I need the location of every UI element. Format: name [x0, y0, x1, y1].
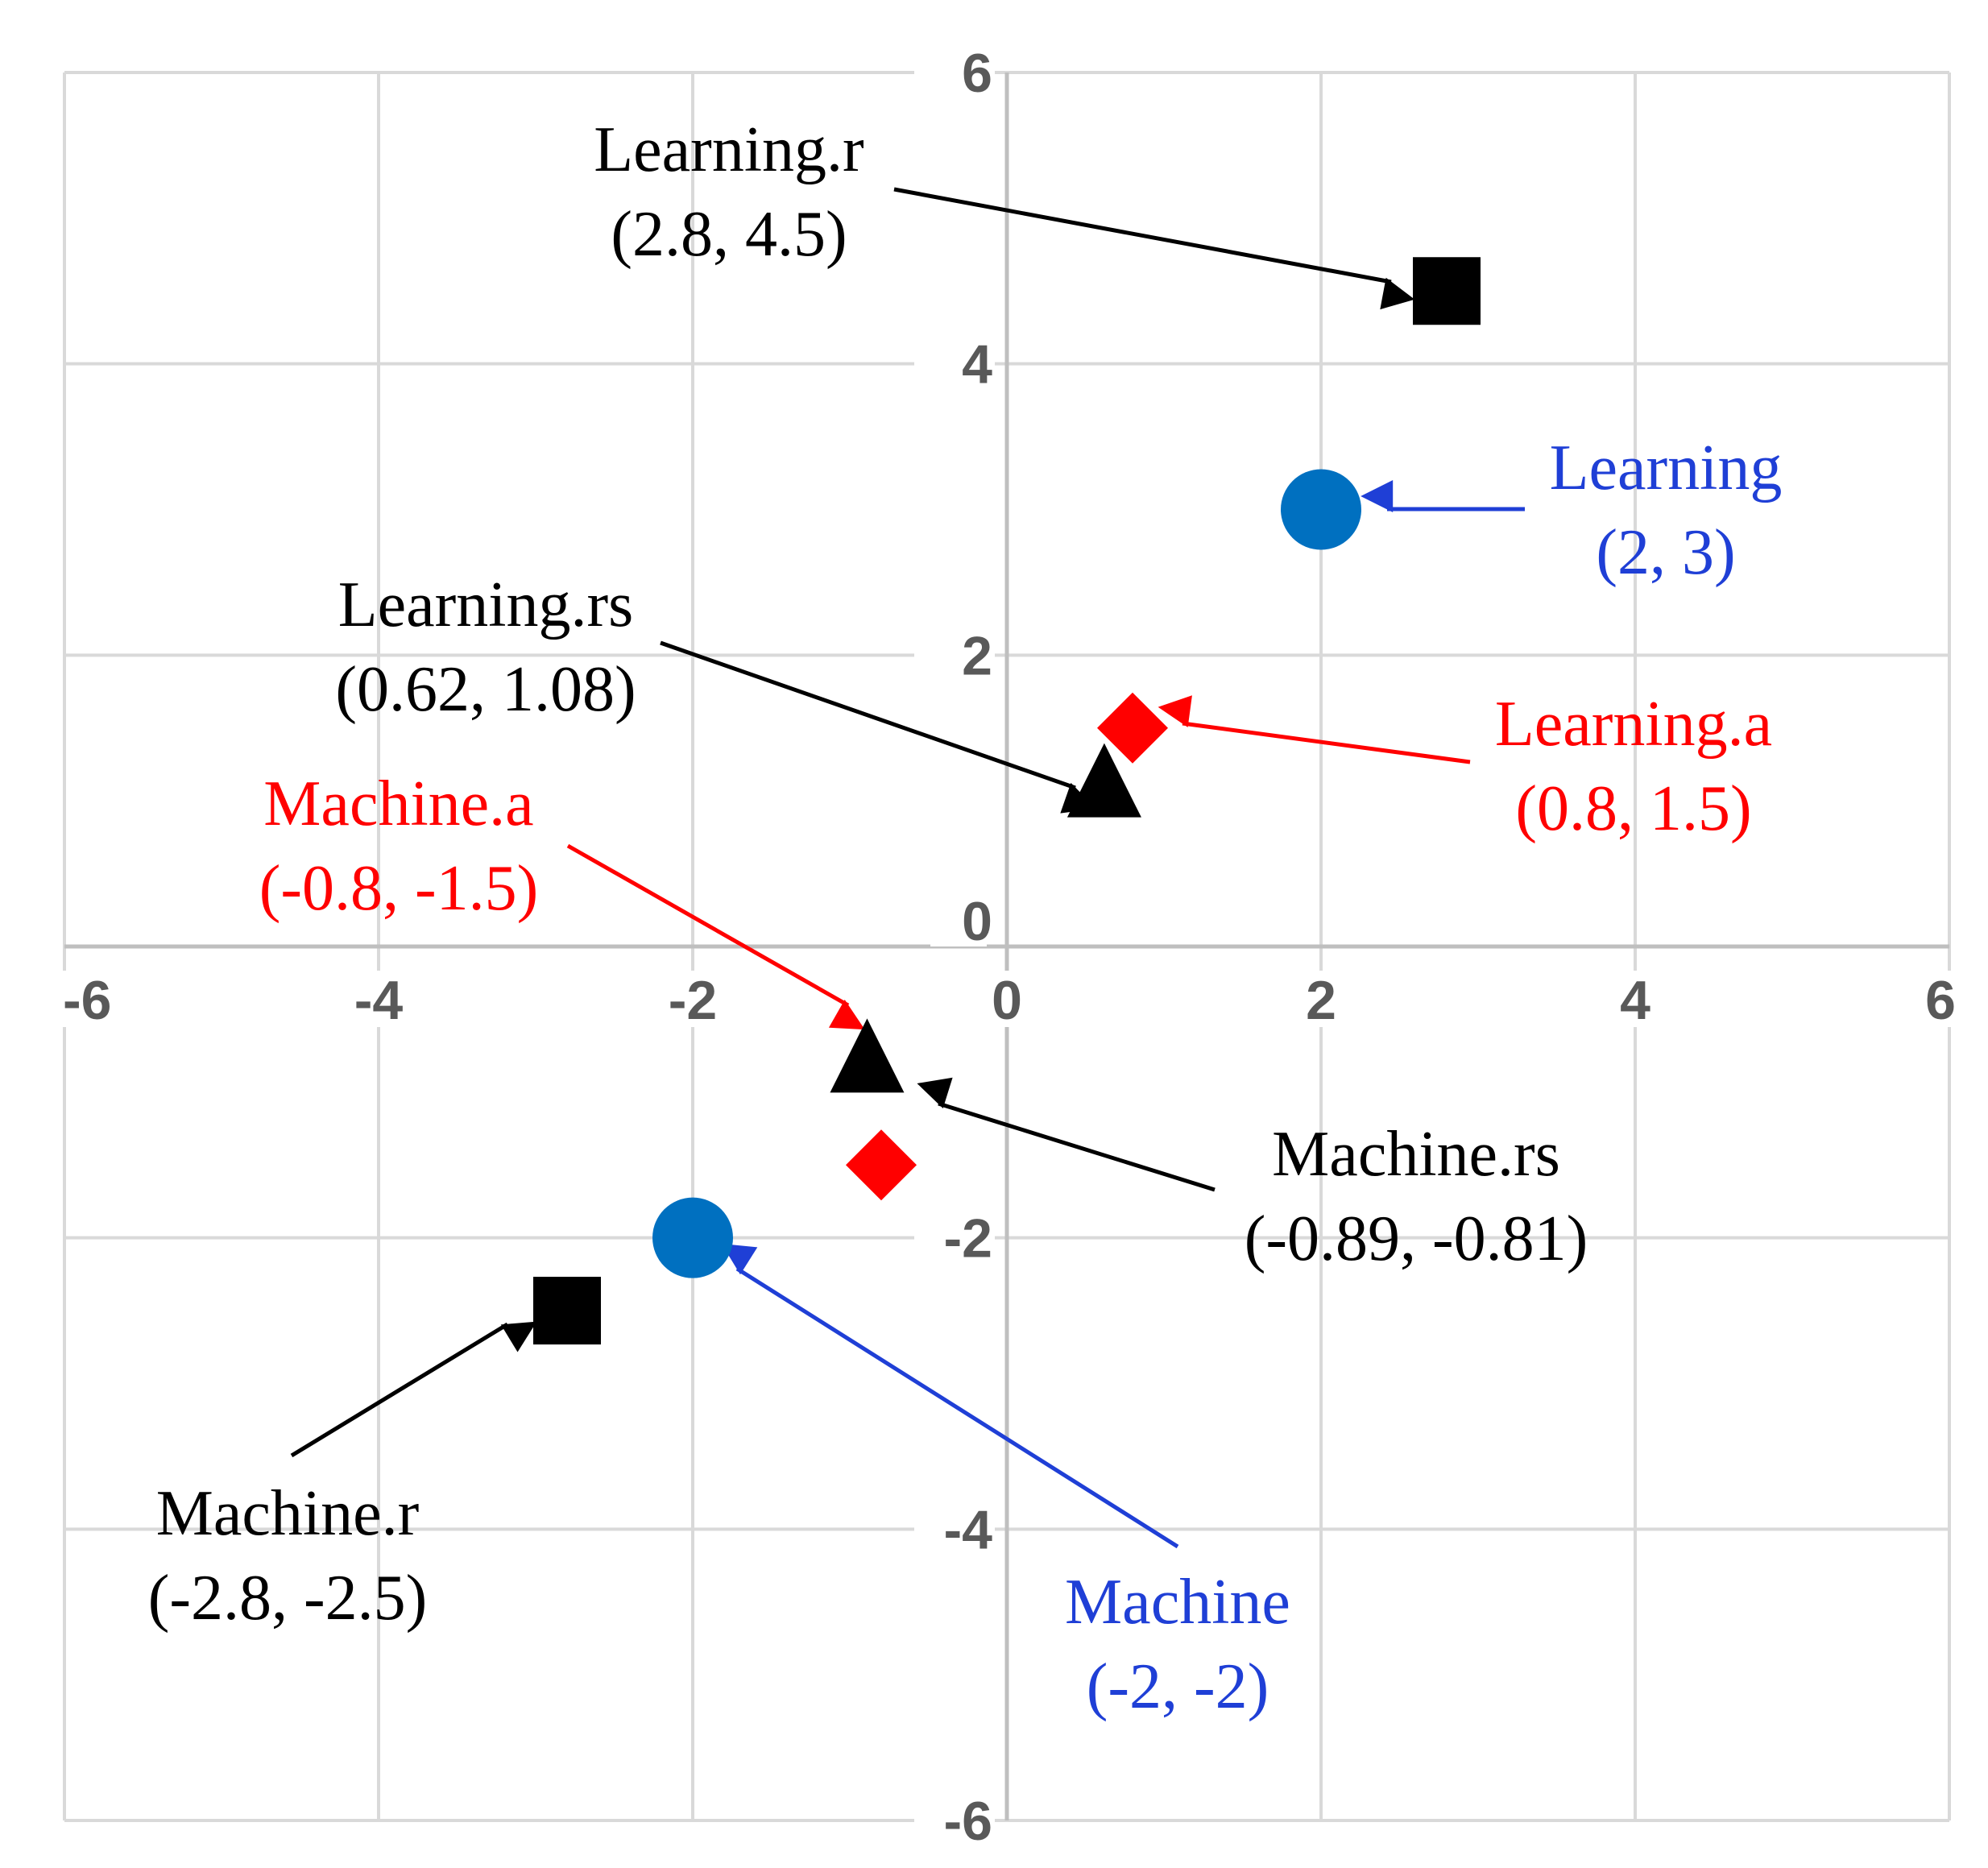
- x-tick-label: 4: [1620, 970, 1650, 1031]
- arrow-machine: [721, 1243, 1179, 1549]
- annotations: Learning.r (2.8, 4.5) Learning (2, 3) Le…: [148, 114, 1783, 1722]
- label-machine-a: Machine.a: [263, 768, 533, 839]
- point-machine: [652, 1197, 733, 1278]
- x-tick-label: 6: [1925, 970, 1956, 1031]
- y-tick-label: -2: [944, 1208, 992, 1269]
- coords-machine: (-2, -2): [1087, 1651, 1269, 1722]
- y-tick-label: -6: [944, 1791, 992, 1852]
- arrow-learning-rs: [660, 640, 1096, 814]
- y-tick-label: 0: [962, 891, 992, 952]
- arrow-machine-a: [566, 843, 865, 1030]
- coords-learning-r: (2.8, 4.5): [611, 199, 847, 270]
- tick-background: [971, 971, 1043, 1027]
- tick-background: [914, 45, 995, 103]
- tick-background: [914, 336, 995, 395]
- coords-machine-rs: (-0.89, -0.81): [1245, 1203, 1588, 1274]
- point-machine-rs: [830, 1018, 905, 1093]
- arrow-machine-r: [290, 1321, 537, 1458]
- label-machine: Machine: [1065, 1567, 1290, 1638]
- coords-machine-r: (-2.8, -2.5): [148, 1563, 428, 1634]
- tick-background: [914, 627, 995, 686]
- x-tick-label: -4: [354, 970, 404, 1031]
- tick-background: [914, 1793, 995, 1851]
- label-learning-a: Learning.a: [1495, 689, 1772, 760]
- axes: [64, 72, 1949, 1820]
- y-tick-label: 2: [962, 625, 992, 686]
- point-learning-r: [1413, 257, 1481, 325]
- point-learning: [1281, 469, 1361, 550]
- y-tick-label: -4: [944, 1499, 993, 1560]
- label-learning: Learning: [1550, 433, 1783, 503]
- tick-background: [914, 1210, 995, 1269]
- label-machine-rs: Machine.rs: [1272, 1119, 1560, 1190]
- arrow-machine-rs: [917, 1077, 1216, 1192]
- tick-background: [342, 971, 415, 1027]
- x-tick-label: 0: [992, 970, 1022, 1031]
- label-learning-r: Learning.r: [594, 114, 864, 185]
- coords-learning: (2, 3): [1596, 517, 1735, 588]
- point-learning-a: [1097, 692, 1168, 764]
- label-machine-r: Machine.r: [156, 1478, 420, 1549]
- arrow-learning-r: [893, 187, 1415, 310]
- point-machine-a: [846, 1129, 917, 1201]
- label-learning-rs: Learning.rs: [338, 570, 634, 640]
- point-learning-rs: [1066, 743, 1141, 818]
- x-tick-label: -6: [63, 970, 111, 1031]
- point-machine-r: [533, 1277, 601, 1345]
- y-tick-label: 6: [962, 43, 992, 104]
- coords-machine-a: (-0.8, -1.5): [259, 853, 539, 924]
- tick-background: [930, 898, 987, 946]
- data-points: [533, 257, 1481, 1345]
- tick-background: [1285, 971, 1357, 1027]
- tick-background: [656, 971, 729, 1027]
- coords-learning-a: (0.8, 1.5): [1515, 773, 1751, 844]
- x-tick-label: -2: [669, 970, 717, 1031]
- y-tick-label: 4: [962, 334, 992, 396]
- tick-background: [63, 971, 135, 1027]
- tick-background: [914, 1501, 995, 1560]
- arrow-learning-a: [1158, 695, 1471, 764]
- tick-labels: -6 -4 -2 0 2 4 6 6 4 2 0 -2 -4 -6: [63, 43, 1956, 1852]
- coords-learning-rs: (0.62, 1.08): [335, 654, 636, 725]
- tick-background: [1599, 971, 1671, 1027]
- tick-background: [1883, 971, 1956, 1027]
- x-tick-label: 2: [1306, 970, 1336, 1031]
- annotation-arrows: [290, 187, 1525, 1549]
